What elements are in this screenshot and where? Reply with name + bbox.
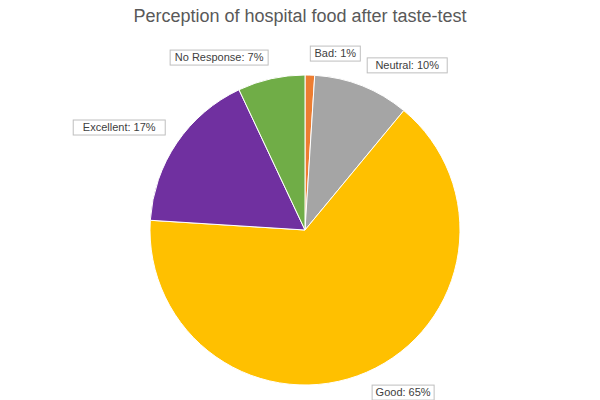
html-text:Perception of hospital food af: Perception of hospital food after taste-… [133,6,467,26]
svg-text:Neutral: 10%: Neutral: 10% [375,59,439,71]
svg-text:Bad: 1%: Bad: 1% [315,47,357,59]
svg-text:Good: 65%: Good: 65% [376,386,431,398]
svg-text:Excellent: 17%: Excellent: 17% [83,121,156,133]
svg-text:No Response: 7%: No Response: 7% [175,51,264,63]
